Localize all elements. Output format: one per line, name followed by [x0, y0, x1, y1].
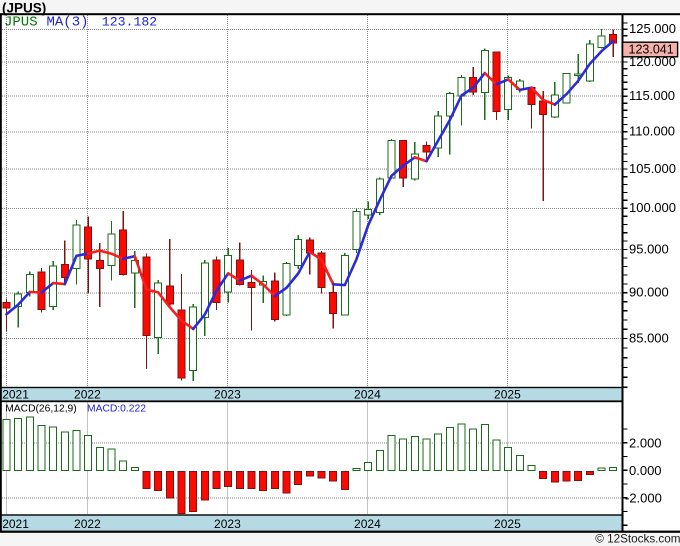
svg-text:120.000: 120.000: [629, 54, 676, 69]
svg-text:MACD(26,12,9): MACD(26,12,9): [5, 403, 77, 414]
svg-text:2023: 2023: [214, 387, 241, 401]
svg-text:2025: 2025: [494, 387, 521, 401]
svg-text:-2.000: -2.000: [625, 490, 662, 505]
svg-text:125.000: 125.000: [629, 21, 676, 36]
svg-text:2025: 2025: [494, 517, 521, 531]
svg-text:JPUS: JPUS: [4, 14, 38, 30]
svg-text:2023: 2023: [214, 517, 241, 531]
svg-text:© 12Stocks.com: © 12Stocks.com: [595, 532, 680, 545]
svg-text:2021: 2021: [2, 517, 29, 531]
svg-text:2.000: 2.000: [629, 435, 662, 450]
svg-text:2022: 2022: [74, 387, 101, 401]
svg-text:2021: 2021: [2, 387, 29, 401]
svg-text:MA(3): MA(3): [47, 14, 89, 30]
svg-text:110.000: 110.000: [629, 124, 675, 139]
svg-text:123.041: 123.041: [629, 42, 674, 56]
svg-text:2024: 2024: [354, 517, 381, 531]
svg-text:MACD:0.222: MACD:0.222: [87, 403, 146, 414]
svg-text:90.000: 90.000: [629, 285, 669, 300]
svg-text:2022: 2022: [74, 517, 101, 531]
svg-text:85.000: 85.000: [629, 331, 669, 346]
svg-text:(JPUS): (JPUS): [2, 0, 46, 15]
svg-text:100.000: 100.000: [629, 200, 676, 215]
svg-text:95.000: 95.000: [629, 241, 669, 256]
svg-text:115.000: 115.000: [629, 88, 675, 103]
svg-text:2024: 2024: [354, 387, 381, 401]
svg-text:105.000: 105.000: [629, 161, 676, 176]
svg-text:123.182: 123.182: [102, 14, 157, 29]
svg-text:0.000: 0.000: [629, 463, 662, 478]
